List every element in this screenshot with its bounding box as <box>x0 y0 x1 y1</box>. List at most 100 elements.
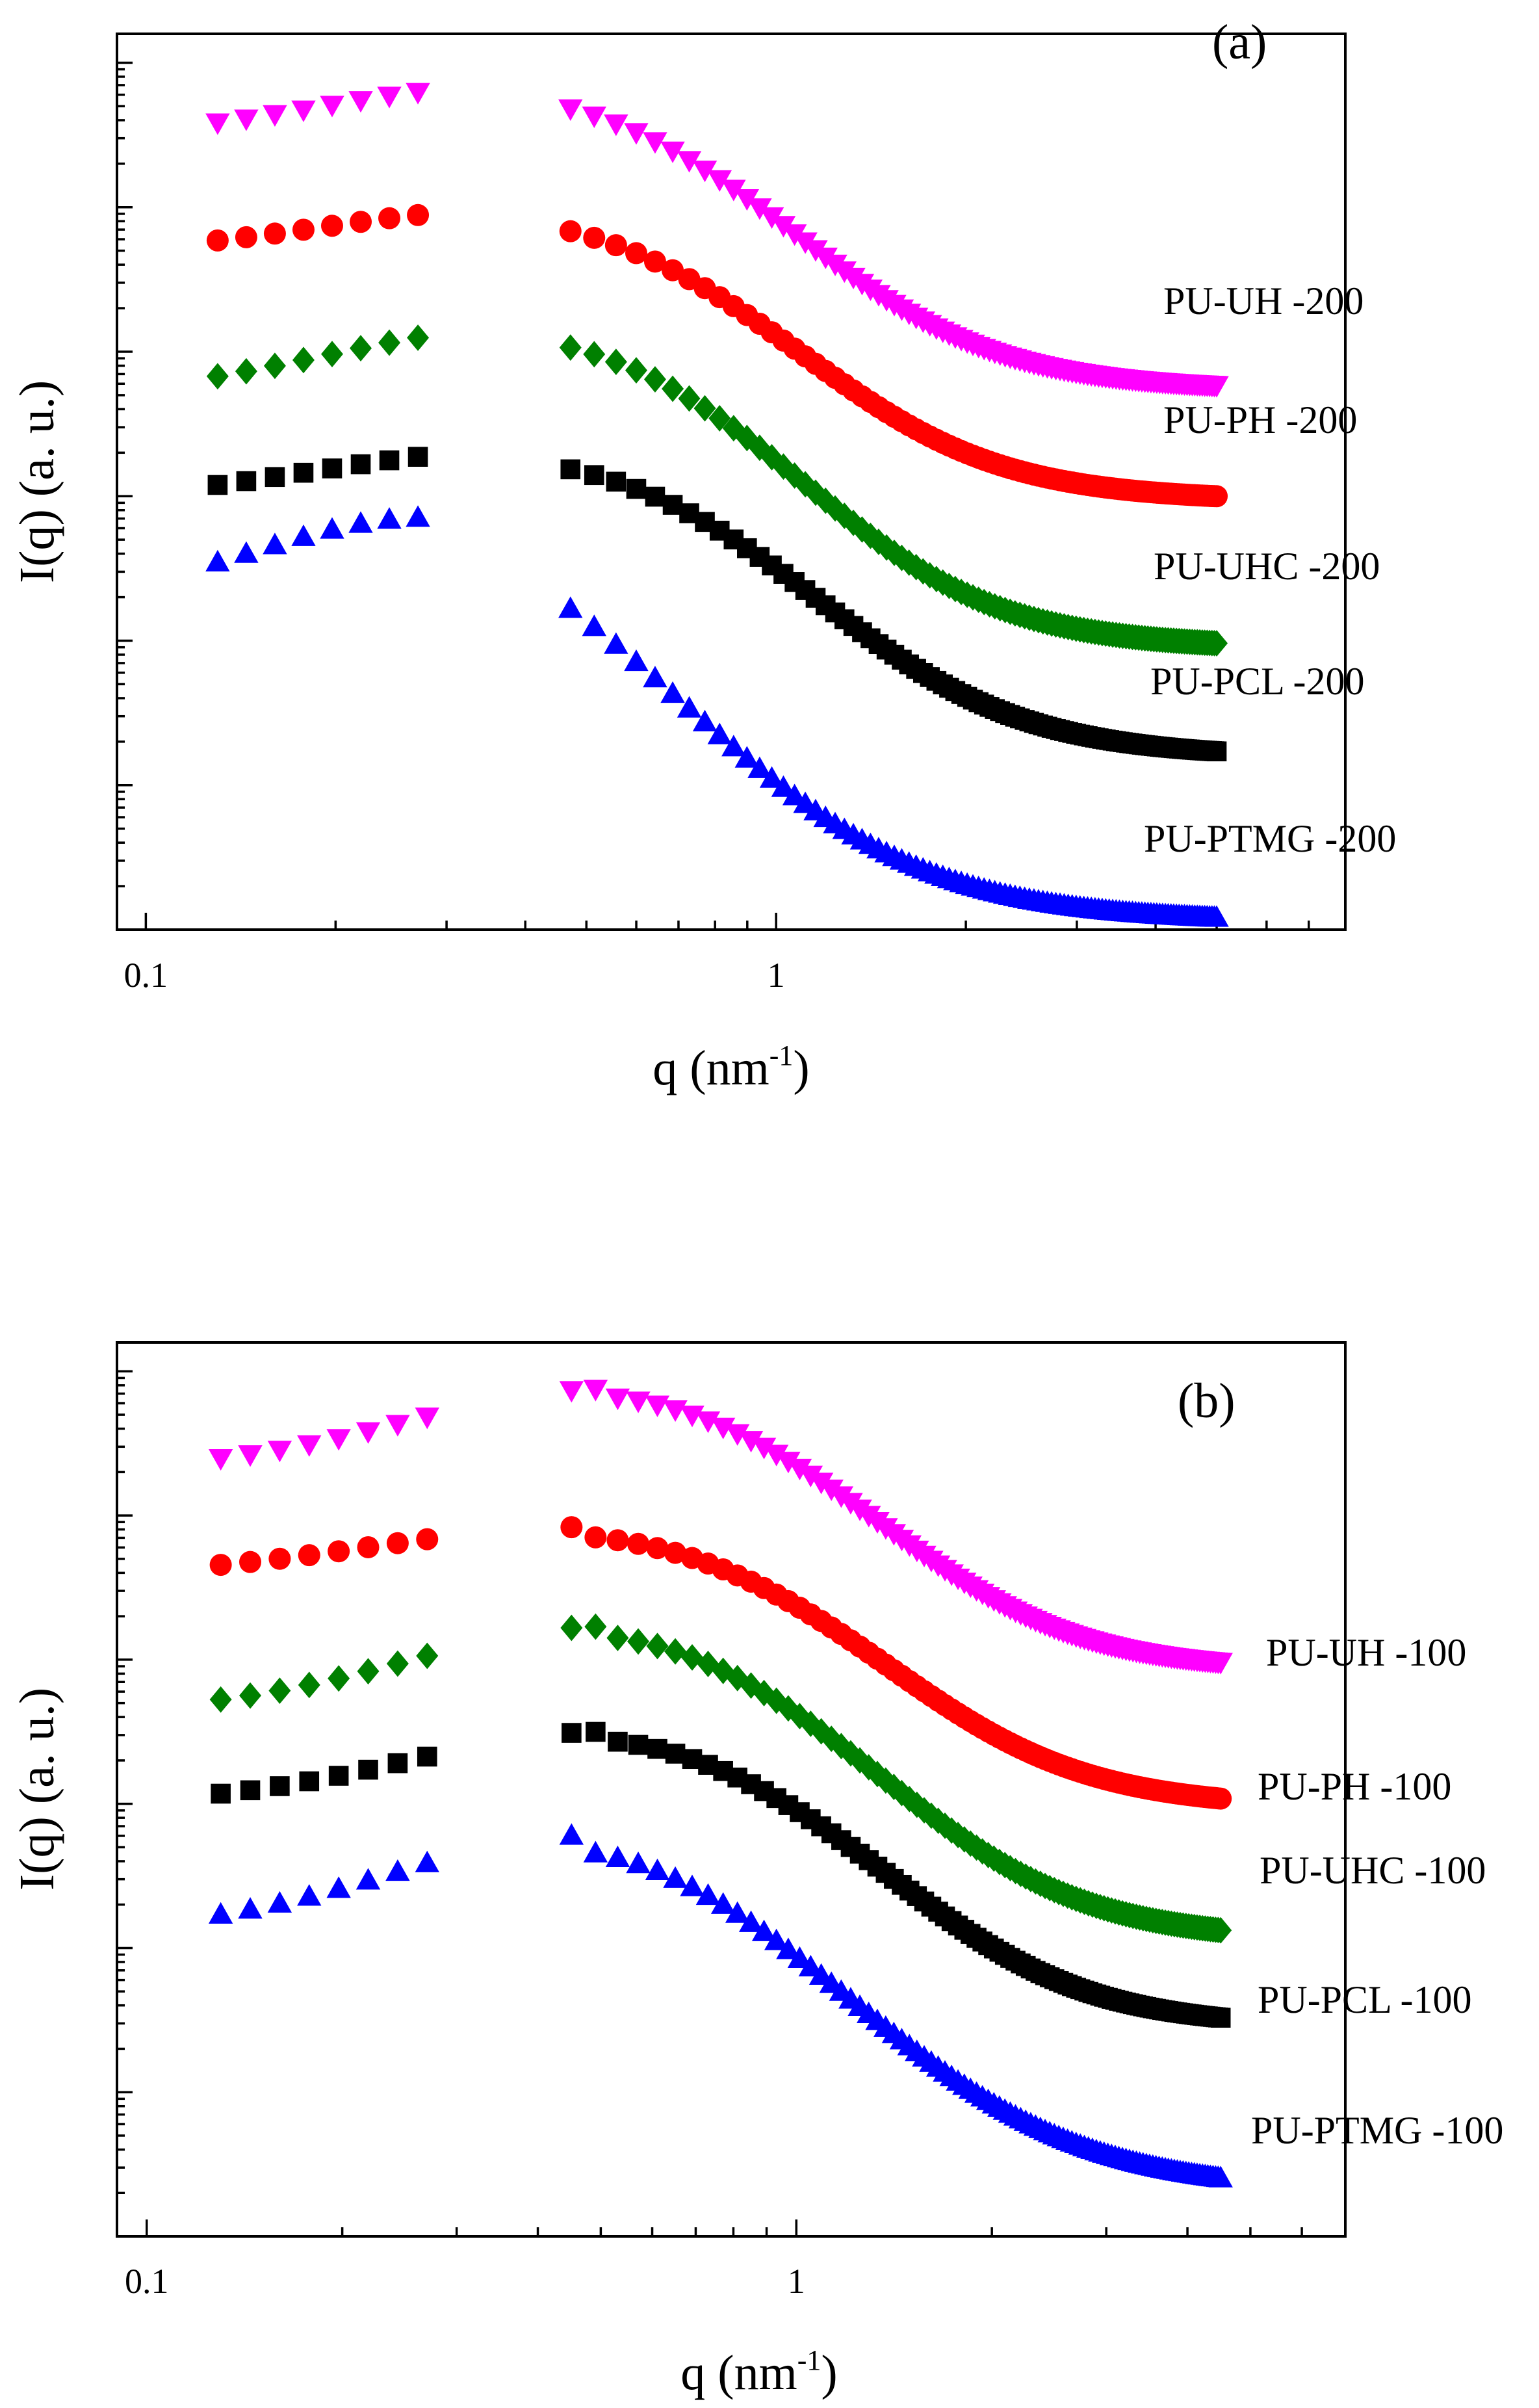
x-tick-label: 0.1 <box>125 2262 169 2301</box>
data-point <box>920 1802 942 1829</box>
data-point <box>297 1435 322 1457</box>
data-point <box>604 114 628 137</box>
data-point <box>664 1638 687 1665</box>
data-point <box>328 1665 350 1692</box>
data-point <box>799 1710 822 1737</box>
data-point <box>695 1883 721 1905</box>
series-circle <box>209 1516 1232 1810</box>
data-point <box>625 357 647 384</box>
data-point <box>808 1472 834 1495</box>
data-point <box>584 465 604 486</box>
data-point <box>759 766 784 788</box>
data-point <box>416 1642 439 1669</box>
data-point <box>558 99 583 121</box>
data-point <box>584 1613 607 1640</box>
data-point <box>293 462 314 483</box>
data-point <box>677 696 702 718</box>
data-point <box>240 1780 261 1801</box>
data-point <box>406 83 430 105</box>
y-axis-title-b: I(q) (a. u.) <box>10 1688 64 1891</box>
data-point <box>267 1441 292 1463</box>
data-point <box>605 1845 630 1867</box>
series-labels-a: PU-UH -200 PU-PH -200 PU-UHC -200 PU-PCL -2… <box>1144 280 1396 860</box>
series-label: PU-PH -200 <box>1163 399 1357 441</box>
data-point <box>645 1395 670 1417</box>
panel-b: (b) I(q) (a. u.) q (nm-1) 0.1 1 PU-UH -10… <box>10 1341 1503 2400</box>
y-axis-title-a: I(q) (a. u.) <box>10 380 64 583</box>
data-point <box>787 1458 812 1481</box>
data-point <box>662 259 684 281</box>
data-point <box>765 1687 788 1714</box>
series-diamond <box>209 1613 1232 1944</box>
data-point <box>771 775 796 797</box>
data-point <box>559 1381 584 1403</box>
data-point <box>209 1554 232 1577</box>
data-point <box>643 132 667 154</box>
data-point <box>265 467 285 488</box>
data-point <box>357 1536 380 1558</box>
data-point <box>665 1744 686 1764</box>
data-point <box>707 170 732 192</box>
data-point <box>747 198 772 220</box>
data-point <box>292 347 315 374</box>
data-point <box>348 511 373 533</box>
data-point <box>643 250 666 273</box>
series-label: PU-PTMG -100 <box>1251 2109 1503 2152</box>
data-point <box>738 1431 764 1453</box>
x-tick-label: 1 <box>768 956 785 995</box>
data-point <box>378 329 401 356</box>
data-point <box>235 358 257 385</box>
plot-frame-b <box>116 1341 1347 2238</box>
data-point <box>830 1733 853 1760</box>
data-point <box>385 1859 410 1881</box>
data-point <box>235 226 257 248</box>
data-point <box>710 1417 736 1439</box>
series-label: PU-PCL -100 <box>1258 1978 1471 2021</box>
x-tick-label: 0.1 <box>124 956 168 995</box>
panel-label-a: (a) <box>1212 15 1267 70</box>
data-point <box>1206 485 1228 508</box>
data-point <box>627 1628 650 1655</box>
data-point <box>663 1866 688 1888</box>
data-points-a <box>205 83 1229 927</box>
data-point <box>234 109 259 131</box>
data-point <box>559 334 582 361</box>
data-point <box>208 1449 233 1471</box>
series-label: PU-PCL -200 <box>1150 660 1364 703</box>
data-point <box>239 1682 262 1709</box>
series-triangle-down <box>208 1380 1233 1675</box>
data-point <box>721 735 746 757</box>
data-point <box>890 1779 913 1807</box>
data-point <box>606 1529 629 1552</box>
data-point <box>559 1823 584 1845</box>
data-point <box>1206 741 1227 762</box>
data-point <box>734 189 760 211</box>
data-point <box>583 341 606 368</box>
ticks-a: 0.1 1 <box>116 61 1347 995</box>
data-point <box>777 1695 799 1722</box>
data-point <box>680 1406 705 1428</box>
data-point <box>234 541 259 563</box>
data-point <box>291 524 316 546</box>
data-point <box>348 91 373 113</box>
data-point <box>692 161 718 183</box>
data-point <box>356 1422 381 1444</box>
data-point <box>377 507 402 529</box>
data-point <box>292 218 315 241</box>
data-point <box>386 1532 409 1554</box>
data-point <box>386 1650 409 1677</box>
series-label: PU-UH -100 <box>1266 1631 1466 1674</box>
data-point <box>725 1424 750 1446</box>
data-point <box>740 1672 762 1699</box>
data-point <box>238 1897 263 1919</box>
data-point <box>584 1526 607 1549</box>
data-point <box>415 1407 439 1430</box>
data-point <box>645 1858 670 1880</box>
data-point <box>417 1746 437 1767</box>
data-point <box>678 385 701 412</box>
data-point <box>291 100 316 122</box>
data-point <box>356 1868 381 1890</box>
data-point <box>734 746 760 768</box>
data-point <box>268 1547 291 1570</box>
